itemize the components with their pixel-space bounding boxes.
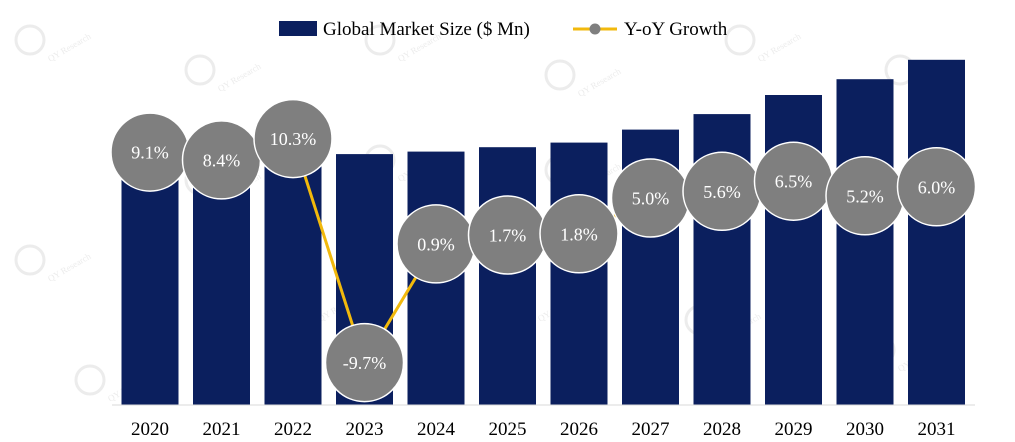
growth-label-2030: 5.2% [846,186,884,206]
bar-2031 [908,59,965,406]
growth-label-2022: 10.3% [270,129,317,149]
x-tick-label: 2028 [703,419,741,437]
bar-2020 [121,172,179,405]
x-tick-label: 2027 [632,419,670,437]
growth-label-2021: 8.4% [203,150,241,170]
bar-2025 [479,147,536,405]
growth-marker-2026 [539,194,619,274]
watermark-text: QY Research [756,31,803,64]
watermark-logo [74,364,106,396]
x-tick-label: 2026 [560,419,598,437]
bar-2026 [550,142,608,405]
legend-marker-swatch [589,23,601,35]
watermark-logo [184,54,216,86]
legend-bar-label: Global Market Size ($ Mn) [323,19,530,40]
watermark-logo [14,24,46,56]
x-axis: 2020 2021 2022 2023 2024 2025 2026 2027 2028 2029… [112,404,975,440]
x-tick-label: 2021 [203,419,241,437]
growth-marker-2022 [253,98,333,179]
x-tick-label: 2020 [131,419,169,437]
x-tick-label: 2024 [417,419,456,437]
growth-label-2024: 0.9% [417,234,455,254]
growth-label-2023: -9.7% [343,353,387,373]
growth-marker-2031 [896,147,977,227]
x-tick-label: 2023 [346,419,384,437]
watermark-text: QY Research [216,61,263,94]
legend-bar-swatch [279,21,317,36]
growth-label-2027: 5.0% [632,189,670,209]
watermark-logo [724,24,756,56]
legend-line-label: Y-oY Growth [624,19,728,40]
watermark-text: QY Research [46,31,93,64]
growth-label-2026: 1.8% [560,224,598,244]
growth-label-2020: 9.1% [131,143,169,163]
x-tick-label: 2022 [274,419,312,437]
legend: Global Market Size ($ Mn) Y-oY Growth [279,19,728,40]
bar-2030 [836,79,894,405]
watermark-logo [364,24,396,56]
watermark-text: QY Research [46,251,93,284]
growth-marker-2023 [324,322,405,403]
bars [121,59,965,406]
x-tick-label: 2025 [489,419,527,437]
growth-label-2031: 6.0% [918,177,956,197]
growth-label-2028: 5.6% [703,182,741,202]
watermark-logo [14,244,46,276]
growth-label-2025: 1.7% [489,226,527,246]
watermark-text: QY Research [576,66,623,99]
growth-label-2029: 6.5% [775,172,813,192]
x-tick-label: 2030 [846,419,884,437]
x-tick-label: 2031 [918,419,956,437]
growth-markers: 9.1% 8.4% 10.3% -9.7% 0.9% 1.7% 1.8% 5.0% 5.6% 6.… [110,98,977,403]
x-tick-label: 2029 [775,419,813,437]
watermark-logo [544,59,576,91]
